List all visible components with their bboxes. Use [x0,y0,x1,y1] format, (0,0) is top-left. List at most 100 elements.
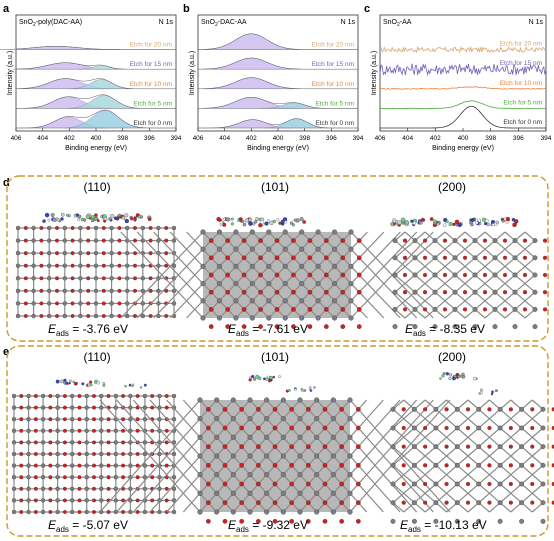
molecule-atom [103,219,107,223]
panel-letter-d: d [3,177,10,189]
sn-atom [412,289,418,295]
sn-atom [156,301,161,306]
o-atom [39,238,44,243]
o-atom [62,452,67,456]
sn-atom [15,263,21,268]
sn-atom [330,434,336,440]
o-atom [322,444,328,450]
facet-label-e-200: (200) [438,350,466,364]
sn-atom [62,225,67,231]
sn-atom [99,463,104,468]
sn-atom [348,263,354,269]
sn-atom [113,498,118,503]
o-atom [323,238,329,243]
o-atom [208,255,214,261]
molecule-atom [513,222,517,226]
chart-title-rest: -poly(DAC-AA) [36,19,82,26]
sn-atom [266,298,272,304]
sn-atom [47,288,52,294]
o-atom [401,425,406,431]
sn-atom [11,405,17,410]
o-atom [222,500,228,506]
molecule-atom [253,220,258,224]
molecule-atom [225,217,231,222]
o-atom [291,238,296,243]
sn-atom [532,324,538,330]
o-atom [482,238,488,243]
sn-atom [93,225,99,231]
sn-atom [142,393,148,399]
o-atom [462,307,468,312]
sn-atom [15,238,21,243]
o-atom [101,276,106,281]
sn-atom [266,281,272,287]
o-atom [508,500,513,505]
o-atom [150,498,155,503]
molecule-atom [108,217,112,221]
sn-atom [412,272,418,278]
o-atom [77,452,82,456]
sn-atom [197,397,203,403]
o-atom [291,272,296,278]
molecule-atom [124,218,129,224]
sn-atom [125,276,130,281]
o-atom [465,481,471,487]
series-etch-for-10-nm-label: Etch for 10 nm [312,81,354,88]
chart-title-sub: 2 [397,22,400,28]
sn-atom [214,453,220,459]
o-atom [48,452,53,456]
molecule-atom [42,219,46,223]
series-etch-for-5-nm-label: Etch for 5 nm [315,100,354,107]
o-atom [148,276,153,281]
sn-atom [40,417,46,422]
o-atom [305,518,311,524]
o-atom [239,500,245,506]
o-atom [255,406,261,412]
sn-atom [347,397,353,403]
sn-atom [70,417,75,422]
o-atom [401,481,406,487]
sn-atom [315,315,321,321]
o-atom [444,463,449,468]
o-atom [77,440,82,445]
molecule-atom [433,219,437,224]
o-atom [208,238,214,243]
o-atom [117,251,122,256]
o-atom [255,425,261,431]
sn-atom [247,453,253,459]
o-atom [340,255,346,261]
sn-atom [497,425,503,431]
o-atom [402,290,408,295]
sn-atom [476,500,482,506]
o-atom [340,324,346,329]
o-atom [339,444,345,450]
series-etch-for-15-nm-label: Etch for 15 nm [130,61,172,68]
molecule-atom [309,389,312,392]
o-atom [356,307,362,312]
molecule-atom [87,383,91,387]
sn-atom [40,451,46,457]
o-atom [291,255,296,261]
sn-atom [70,498,75,503]
o-atom [62,498,67,503]
molecule-atom [308,386,312,390]
o-atom [307,289,313,295]
o-atom [121,428,126,433]
o-atom [225,289,231,295]
o-atom [23,301,28,306]
sn-atom [476,425,482,431]
o-atom [272,425,278,431]
molecule-atom [294,388,297,391]
molecule-atom [85,214,91,219]
molecule-atom [60,212,65,217]
o-atom [522,255,528,260]
o-atom [258,238,263,243]
o-atom [33,475,38,480]
o-atom [258,255,263,261]
x-tick-label: 394 [541,135,552,142]
sn-atom [412,255,418,261]
o-atom [355,500,361,506]
o-atom [465,463,471,468]
sn-atom [140,301,145,306]
